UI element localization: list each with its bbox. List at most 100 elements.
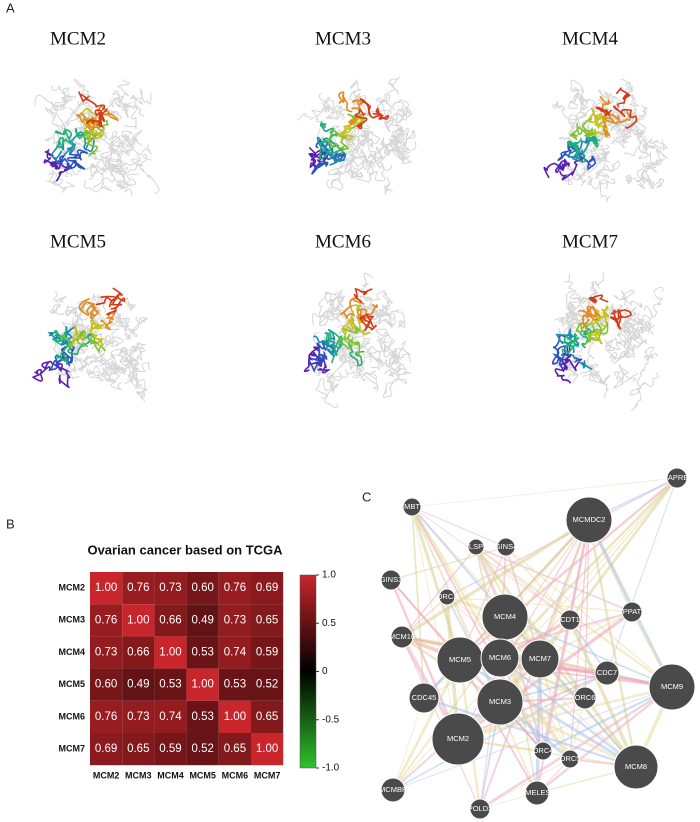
- structure-backbone: [635, 175, 649, 190]
- structure-backbone: [381, 143, 393, 157]
- network-edge: [391, 659, 462, 791]
- structure-label: MCM2: [50, 28, 106, 49]
- structure-backbone: [612, 371, 624, 389]
- structure-backbone: [64, 305, 78, 316]
- heatmap-cell: [154, 572, 187, 605]
- structure-backbone: [44, 103, 65, 119]
- structure-backbone: [645, 158, 665, 173]
- node-label: ORC6: [575, 693, 596, 702]
- heatmap-cell: [186, 604, 219, 637]
- structure-backbone: [124, 373, 143, 387]
- heatmap-cell: [90, 604, 123, 637]
- structure-backbone: [634, 318, 650, 334]
- cell-label: 0.52: [192, 743, 214, 755]
- heatmap-cell: [154, 733, 187, 766]
- node-label: MCM8: [625, 762, 647, 771]
- y-tick-label: MCM2: [59, 582, 86, 592]
- network-node: [559, 609, 581, 631]
- structure-backbone: [629, 325, 654, 340]
- heatmap-cell: [90, 668, 123, 701]
- structure-backbone: [593, 156, 620, 172]
- heatmap-cell: [218, 636, 251, 669]
- heatmap-cell: [154, 668, 187, 701]
- heatmap-cell: [90, 700, 123, 733]
- structure-backbone: [51, 85, 76, 102]
- structure-backbone: [127, 135, 142, 157]
- heatmap-cell: [90, 636, 123, 669]
- node-label: MCM6: [489, 653, 511, 662]
- structure-chain: [572, 354, 593, 371]
- structure-chain: [307, 346, 321, 366]
- cell-label: 0.69: [95, 743, 117, 755]
- structure-chain: [601, 116, 616, 138]
- network-edge: [504, 616, 673, 688]
- structure-backbone: [104, 345, 138, 366]
- structure-backbone: [109, 96, 122, 109]
- structure-backbone: [568, 119, 594, 139]
- structure-backbone: [133, 371, 147, 403]
- structure-backbone: [326, 105, 345, 120]
- structure-backbone: [89, 309, 100, 325]
- structure-backbone: [611, 110, 626, 145]
- structure-chain: [54, 127, 73, 144]
- network-node: [480, 638, 520, 678]
- structure-backbone: [616, 135, 632, 149]
- node-label: ORC5: [560, 754, 581, 763]
- structure-backbone: [396, 128, 417, 151]
- network-edge: [505, 546, 673, 688]
- cell-label: 0.73: [159, 582, 181, 594]
- structure-backbone: [563, 273, 577, 311]
- cell-label: 0.66: [127, 647, 149, 659]
- structure-backbone: [636, 362, 659, 388]
- panel-label: B: [6, 516, 15, 531]
- structure-backbone: [363, 370, 379, 391]
- node-label: L3MBTL1: [396, 502, 429, 511]
- structure-backbone: [565, 299, 577, 320]
- structure-chain: [566, 138, 582, 148]
- structure-chain: [76, 114, 100, 129]
- node-label: GINS4: [495, 542, 518, 551]
- network-node: [380, 569, 402, 591]
- heatmap-cell: [218, 572, 251, 605]
- structure-image: [303, 272, 412, 409]
- structure-backbone: [383, 373, 401, 399]
- structure-backbone: [621, 296, 643, 309]
- structure-chain: [53, 154, 72, 170]
- structure-chain: [573, 141, 587, 163]
- structure-backbone: [121, 95, 136, 111]
- structure-chain: [106, 287, 126, 316]
- structure-backbone: [82, 351, 106, 363]
- structure-backbone: [620, 127, 642, 140]
- structure-chain: [563, 334, 580, 348]
- structure-backbone: [121, 129, 143, 145]
- structure-chain: [324, 331, 343, 346]
- heatmap-cell: [154, 700, 187, 733]
- network-edge: [411, 506, 571, 621]
- cell-label: 0.73: [224, 614, 246, 626]
- structure-chain: [68, 131, 95, 153]
- structure-backbone: [88, 365, 108, 381]
- x-tick-label: MCM4: [157, 771, 184, 781]
- network-edge: [401, 518, 590, 639]
- cell-label: 0.60: [95, 679, 117, 691]
- structure-chain: [326, 129, 347, 149]
- network-edge: [587, 519, 638, 768]
- cell-label: 0.65: [224, 743, 246, 755]
- structure-backbone: [117, 79, 130, 112]
- structure-backbone: [599, 178, 616, 203]
- structure-chain: [586, 135, 600, 148]
- structure-backbone: [606, 348, 623, 364]
- structure-backbone: [383, 76, 400, 99]
- node-label: CLSPN: [463, 542, 488, 551]
- structure-backbone: [569, 304, 592, 323]
- network-edge: [542, 685, 673, 753]
- structure-chain: [359, 97, 380, 119]
- structure-backbone: [355, 147, 373, 164]
- structure-backbone: [598, 89, 612, 103]
- structure-backbone: [88, 163, 114, 180]
- structure-backbone: [98, 336, 124, 355]
- structure-chain: [97, 105, 120, 122]
- structure-backbone: [86, 293, 108, 324]
- structure-backbone: [350, 160, 373, 179]
- colorbar-tick-label: 0.5: [322, 618, 336, 629]
